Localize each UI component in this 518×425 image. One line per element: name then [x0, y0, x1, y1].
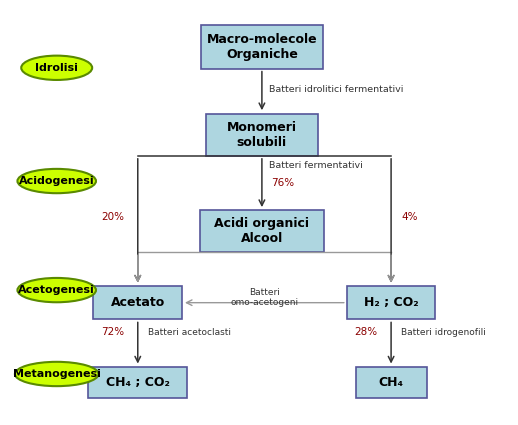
Text: Batteri acetoclasti: Batteri acetoclasti	[148, 328, 231, 337]
Text: 4%: 4%	[401, 212, 418, 222]
Ellipse shape	[15, 362, 98, 386]
Ellipse shape	[21, 56, 92, 80]
Text: Batteri idrolitici fermentativi: Batteri idrolitici fermentativi	[269, 85, 404, 94]
Text: Batteri fermentativi: Batteri fermentativi	[269, 161, 363, 170]
Ellipse shape	[18, 278, 96, 302]
FancyBboxPatch shape	[201, 25, 323, 69]
FancyBboxPatch shape	[200, 210, 324, 252]
Text: H₂ ; CO₂: H₂ ; CO₂	[364, 296, 419, 309]
Text: 76%: 76%	[271, 178, 294, 188]
FancyBboxPatch shape	[356, 367, 426, 398]
Text: Idrolisi: Idrolisi	[35, 63, 78, 73]
Ellipse shape	[18, 169, 96, 193]
Text: CH₄: CH₄	[379, 376, 404, 389]
Text: Metanogenesi: Metanogenesi	[13, 369, 100, 379]
Text: 72%: 72%	[101, 327, 124, 337]
Text: Monomeri
solubili: Monomeri solubili	[227, 121, 297, 149]
Text: 20%: 20%	[101, 212, 124, 222]
FancyBboxPatch shape	[89, 367, 187, 398]
Text: Acidogenesi: Acidogenesi	[19, 176, 94, 186]
Text: Acetato: Acetato	[111, 296, 165, 309]
Text: Acetogenesi: Acetogenesi	[18, 285, 95, 295]
Text: Macro-molecole
Organiche: Macro-molecole Organiche	[207, 33, 317, 61]
Text: Batteri
omo-acetogeni: Batteri omo-acetogeni	[231, 288, 298, 307]
Text: Acidi organici
Alcool: Acidi organici Alcool	[214, 217, 309, 245]
FancyBboxPatch shape	[206, 114, 318, 156]
Text: 28%: 28%	[354, 327, 378, 337]
Text: Batteri idrogenofili: Batteri idrogenofili	[401, 328, 486, 337]
FancyBboxPatch shape	[93, 286, 182, 320]
FancyBboxPatch shape	[347, 286, 436, 320]
Text: CH₄ ; CO₂: CH₄ ; CO₂	[106, 376, 170, 389]
